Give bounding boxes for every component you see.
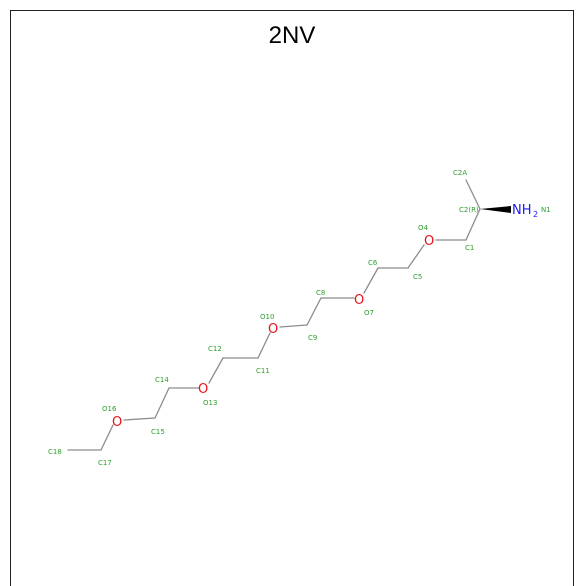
bond-o4-c5	[407, 244, 425, 269]
label-c5: C5	[413, 273, 422, 281]
label-c17: C17	[98, 459, 112, 467]
amine-subscript: 2	[533, 210, 538, 219]
bond-c14-c15	[154, 387, 170, 419]
label-o4: O4	[418, 224, 429, 232]
label-c2: C2(R)	[459, 206, 479, 214]
oxygen-o7: O	[354, 293, 364, 308]
label-c15: C15	[151, 428, 165, 436]
label-c1: C1	[465, 244, 474, 252]
bond-c15-o16	[123, 417, 156, 421]
bond-o16-c17	[100, 424, 114, 451]
bond-c12-o13	[208, 357, 224, 384]
amine-nh-group: NH	[512, 203, 532, 218]
label-c14: C14	[155, 376, 169, 384]
label-o16: O16	[102, 405, 117, 413]
molecule-title: 2NV	[268, 22, 316, 49]
oxygen-o16: O	[112, 415, 122, 430]
label-n1: N1	[541, 206, 551, 214]
label-c12: C12	[208, 345, 222, 353]
atom-labels: C2A C2(R) N1 O4 C1 C6 C5 O7 C8 C9 O10 C1…	[48, 169, 551, 467]
oxygen-o4: O	[424, 234, 434, 249]
bond-o10-c11	[257, 332, 271, 359]
oxygen-o10: O	[268, 322, 278, 337]
label-o13: O13	[203, 399, 217, 407]
label-c6: C6	[368, 259, 378, 267]
label-o10: O10	[260, 313, 274, 321]
oxygen-o13: O	[198, 382, 208, 397]
bond-c9-o10	[279, 324, 308, 328]
bond-c6-o7	[363, 267, 379, 294]
label-c8: C8	[316, 289, 325, 297]
diagram-frame	[10, 10, 574, 586]
bond-lines	[67, 179, 481, 451]
label-c11: C11	[256, 367, 270, 375]
label-c18: C18	[48, 448, 62, 456]
label-o7: O7	[364, 309, 374, 317]
label-c2a: C2A	[453, 169, 467, 177]
bond-c2a-c2	[465, 179, 481, 210]
stereo-wedge-bond	[480, 206, 511, 213]
bond-c2-c1	[465, 208, 481, 241]
bond-c8-c9	[306, 297, 322, 326]
label-c9: C9	[308, 334, 317, 342]
